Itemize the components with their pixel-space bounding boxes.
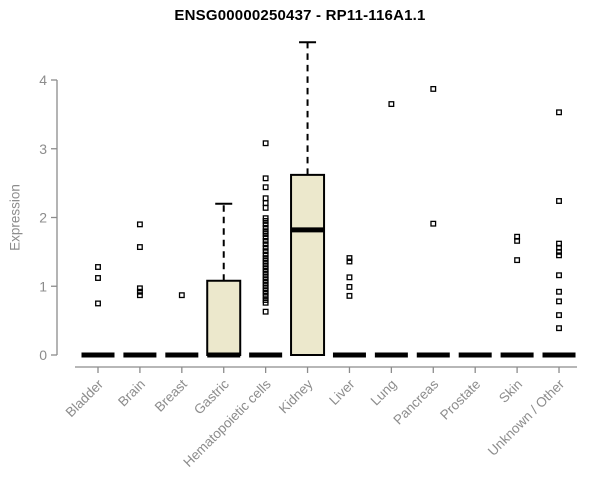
box-kidney [290,173,326,356]
median-skin [500,352,534,358]
outlier-point [556,109,562,116]
median-hematopoietic-cells [249,352,283,358]
outlier-point [262,184,269,191]
outlier-point [262,224,269,231]
chart-title: ENSG00000250437 - RP11-116A1.1 [174,7,426,24]
outlier-point [262,299,269,306]
x-category-label: Skin [496,377,525,406]
outlier-point [136,285,143,292]
outlier-point [262,293,269,300]
x-category-label: Gastric [191,376,232,417]
outlier-point [346,258,353,265]
outlier-point [346,292,353,299]
outlier-point [346,274,353,281]
outlier-point [556,252,562,259]
outlier-point [136,244,143,251]
outlier-point [346,255,353,262]
outlier-point [136,221,143,228]
y-tick-label: 3 [39,141,47,157]
outlier-point [95,300,101,307]
outlier-point [262,204,269,211]
x-category-label: Brain [115,377,148,410]
outlier-point [136,292,143,299]
outlier-point [556,312,562,319]
median-unknown-other [542,352,576,358]
outlier-point [262,200,269,207]
x-category-label: Pancreas [390,376,441,427]
x-category-label: Kidney [276,376,316,416]
outlier-point [262,175,269,182]
outlier-point [95,275,101,281]
outlier-point [262,140,269,147]
outlier-point [136,288,143,295]
y-tick-label: 4 [39,72,47,88]
outlier-point [262,241,269,248]
outlier-point [262,221,269,228]
outlier-point [262,217,269,224]
outlier-point [556,325,562,332]
median-kidney [291,227,325,233]
outlier-point [95,264,101,270]
outlier-point [178,292,185,299]
outlier-point [388,101,395,108]
outlier-point [262,234,269,241]
box-gastric [206,279,242,356]
median-gastric [207,352,241,358]
outlier-point [556,298,562,305]
median-breast [165,352,199,358]
x-category-label: Lung [368,377,400,409]
x-category-label: Prostate [437,377,483,423]
x-category-label: Unknown / Other [485,376,568,459]
outlier-point [514,257,521,264]
y-tick-label: 2 [39,210,47,226]
outlier-point [556,248,562,255]
x-category-label: Bladder [63,376,107,420]
outlier-point [262,308,269,315]
outlier-point [430,220,437,227]
outlier-point [262,248,269,255]
x-category-label: Breast [152,376,190,414]
x-category-label: Liver [326,376,358,408]
median-pancreas [416,352,450,358]
outlier-point [262,251,269,258]
y-tick-label: 1 [39,278,47,294]
median-brain [123,352,157,358]
median-liver [332,352,366,358]
outlier-point [430,85,437,92]
outlier-point [556,272,562,279]
y-tick-label: 0 [39,347,47,363]
outlier-point [556,288,562,295]
outlier-point [262,237,269,244]
outlier-point [262,195,269,202]
outlier-point [262,231,269,237]
outlier-point [514,237,521,244]
median-prostate [458,352,492,358]
median-bladder [81,352,115,358]
outlier-point [262,244,269,251]
outlier-point [346,283,353,290]
outlier-point [556,198,562,204]
median-lung [374,352,408,358]
